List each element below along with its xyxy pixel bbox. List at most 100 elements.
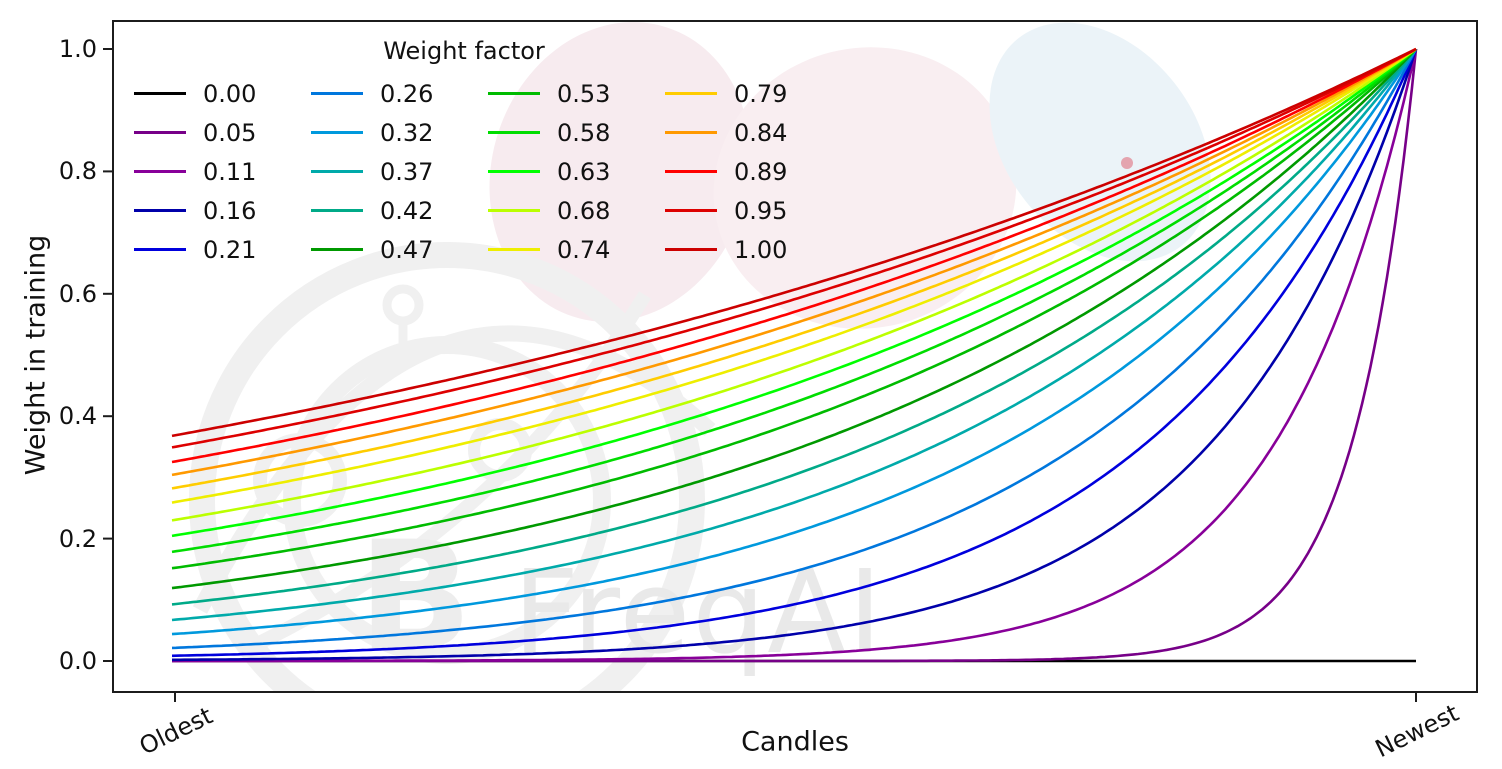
legend-item-0.05: 0.05: [134, 113, 311, 152]
legend-label: 0.63: [557, 157, 611, 186]
legend-label: 0.21: [203, 235, 257, 264]
legend-label: 0.58: [557, 118, 611, 147]
curve-line-0.42: [171, 48, 1417, 606]
legend-label: 0.11: [203, 157, 257, 186]
legend-item-0.95: 0.95: [665, 191, 842, 230]
legend-swatch-0.16: [134, 208, 186, 213]
curve-line-0.74: [171, 47, 1417, 504]
curve-line-1.00: [171, 47, 1417, 438]
curve-line-0.21: [171, 48, 1418, 658]
tick-marks: [103, 48, 1417, 702]
legend-item-0.11: 0.11: [134, 152, 311, 191]
legend-item-0.32: 0.32: [311, 113, 488, 152]
logo-red-dot: [1121, 157, 1133, 169]
legend-label: 0.05: [203, 118, 257, 147]
legend-label: 0.89: [734, 157, 788, 186]
legend-swatch-0.21: [134, 247, 186, 252]
legend-label: 0.53: [557, 79, 611, 108]
legend-swatch-0.00: [134, 91, 186, 96]
legend-label: 0.79: [734, 79, 788, 108]
legend-swatch-0.89: [665, 169, 717, 174]
legend-item-0.42: 0.42: [311, 191, 488, 230]
legend-label: 0.74: [557, 235, 611, 264]
legend-label: 0.47: [380, 235, 434, 264]
curve-line-0.11: [172, 48, 1418, 663]
legend-label: 0.32: [380, 118, 434, 147]
legend-item-0.47: 0.47: [311, 230, 488, 269]
curve-line-0.16: [172, 48, 1418, 662]
legend-swatch-0.95: [665, 208, 717, 213]
legend-item-1.00: 1.00: [665, 230, 842, 269]
emblem-stopwatch-knob: [382, 284, 424, 326]
axes-frame: [103, 20, 1478, 702]
legend-swatch-0.05: [134, 130, 186, 135]
legend-swatch-0.74: [488, 247, 540, 252]
y-tick-label-0.8: 0.8: [58, 157, 97, 186]
legend-label: 0.26: [380, 79, 434, 108]
emblem-gear-large: [253, 433, 347, 527]
y-axis-label: Weight in training: [20, 234, 52, 476]
legend-swatch-0.79: [665, 91, 717, 96]
legend-item-0.21: 0.21: [134, 230, 311, 269]
legend-title: Weight factor: [383, 37, 545, 65]
curve-line-0.68: [171, 47, 1417, 522]
legend-item-0.63: 0.63: [488, 152, 665, 191]
legend-label: 0.16: [203, 196, 257, 225]
legend-swatch-0.84: [665, 130, 717, 135]
y-tick-label-0.6: 0.6: [58, 279, 97, 308]
legend-item-0.79: 0.79: [665, 74, 842, 113]
y-tick-label-0.0: 0.0: [58, 647, 97, 675]
curve-line-0.84: [171, 47, 1417, 477]
legend-swatch-0.58: [488, 130, 540, 135]
legend-item-0.00: 0.00: [134, 74, 311, 113]
legend-label: 0.68: [557, 196, 611, 225]
legend-swatch-0.26: [311, 91, 363, 96]
legend-label: 0.42: [380, 196, 434, 225]
y-tick-label-0.4: 0.4: [58, 402, 97, 431]
curve-line-0.32: [171, 48, 1418, 636]
legend-swatch-0.63: [488, 169, 540, 174]
legend-label: 0.84: [734, 118, 788, 147]
curve-line-0.37: [171, 48, 1418, 622]
series-curves: [171, 47, 1418, 663]
y-tick-label-1.0: 1.0: [58, 35, 97, 63]
legend-item-0.37: 0.37: [311, 152, 488, 191]
legend-swatch-0.37: [311, 169, 363, 174]
legend-swatch-0.32: [311, 130, 363, 135]
legend-item-0.74: 0.74: [488, 230, 665, 269]
curve-line-0.95: [171, 47, 1417, 449]
emblem-bird-arc: [192, 325, 716, 614]
legend-item-0.16: 0.16: [134, 191, 311, 230]
legend-item-0.58: 0.58: [488, 113, 665, 152]
plot-border: [112, 20, 1478, 693]
legend-swatch-1.00: [665, 247, 717, 252]
curve-line-0.53: [171, 48, 1417, 570]
legend-item-0.84: 0.84: [665, 113, 842, 152]
legend-label: 0.00: [203, 79, 257, 108]
x-axis-label: Candles: [741, 726, 849, 758]
emblem-wing-arc: [251, 291, 651, 652]
curve-line-0.26: [171, 48, 1418, 650]
legend-label: 1.00: [734, 235, 788, 264]
freqai-watermark: B FreqAI: [189, 22, 1211, 691]
y-tick-label-0.2: 0.2: [58, 524, 97, 553]
legend-item-0.26: 0.26: [311, 74, 488, 113]
leaf-shape-pink: [489, 22, 751, 322]
curve-line-0.58: [171, 48, 1417, 554]
legend-item-0.89: 0.89: [665, 152, 842, 191]
emblem-outer-ring: [189, 242, 705, 691]
legend-item-0.68: 0.68: [488, 191, 665, 230]
leaf-shape-blue: [989, 22, 1211, 262]
legend-swatch-0.42: [311, 208, 363, 213]
legend: Weight factor 0.00 0.05 0.11 0.16 0.21 0.26 0.…: [134, 36, 794, 269]
logo-leaves: [489, 22, 1211, 329]
legend-label: 0.95: [734, 196, 788, 225]
legend-swatch-0.11: [134, 169, 186, 174]
leaf-shape-pink2: [713, 47, 1017, 329]
curve-line-0.63: [171, 47, 1417, 538]
legend-swatch-0.53: [488, 91, 540, 96]
curve-line-0.47: [171, 48, 1417, 590]
legend-swatch-0.47: [311, 247, 363, 252]
